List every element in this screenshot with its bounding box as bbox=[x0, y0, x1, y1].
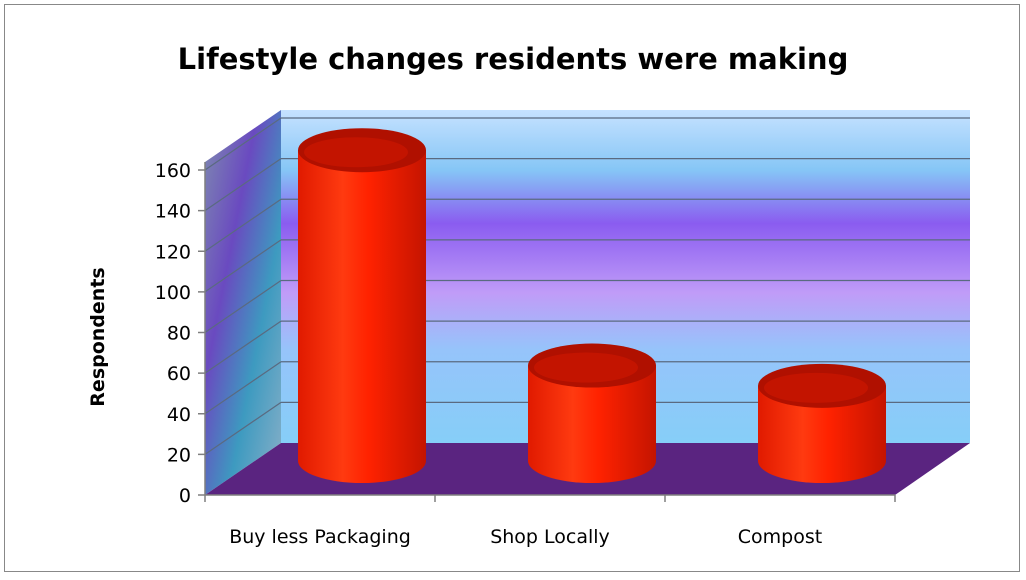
x-tick-label: Compost bbox=[738, 526, 822, 548]
side-wall bbox=[205, 110, 281, 495]
x-tick-label: Buy less Packaging bbox=[229, 526, 411, 548]
gridline-side bbox=[204, 117, 282, 171]
y-tick-label: 40 bbox=[167, 404, 191, 426]
bar-top-highlight bbox=[304, 137, 408, 168]
chart-area: 0 20 40 60 80 100 120 140 160 Buy less Packaging S… bbox=[87, 42, 970, 548]
y-tick-label: 120 bbox=[155, 241, 191, 263]
gridline-side bbox=[204, 158, 282, 212]
y-tick-label: 80 bbox=[167, 323, 191, 345]
y-tick-label: 60 bbox=[167, 363, 191, 385]
bar-cylinder bbox=[758, 363, 886, 483]
y-axis-title: Respondents bbox=[87, 267, 109, 406]
bar-cylinder bbox=[528, 343, 656, 483]
bar-top-highlight bbox=[534, 352, 638, 383]
chart-frame: 0 20 40 60 80 100 120 140 160 Buy less Packaging S… bbox=[4, 4, 1020, 572]
y-tick-label: 20 bbox=[167, 444, 191, 466]
y-tick-label: 0 bbox=[179, 485, 191, 507]
y-tick-label: 160 bbox=[155, 160, 191, 182]
bar-body bbox=[298, 150, 426, 483]
gridline-side bbox=[204, 361, 282, 415]
gridline-side bbox=[204, 198, 282, 252]
y-tick-label: 140 bbox=[155, 201, 191, 223]
bar-body bbox=[528, 365, 656, 483]
bar-cylinder bbox=[298, 128, 426, 483]
gridline-side bbox=[204, 280, 282, 333]
bar-body bbox=[758, 385, 886, 483]
x-tick-label: Shop Locally bbox=[490, 526, 610, 548]
chart-title: Lifestyle changes residents were making bbox=[178, 42, 849, 76]
gridline-side bbox=[204, 401, 282, 455]
gridline-side bbox=[204, 320, 282, 374]
y-tick-label: 100 bbox=[155, 282, 191, 304]
gridline-side bbox=[204, 239, 282, 293]
bar-top-highlight bbox=[764, 372, 868, 403]
